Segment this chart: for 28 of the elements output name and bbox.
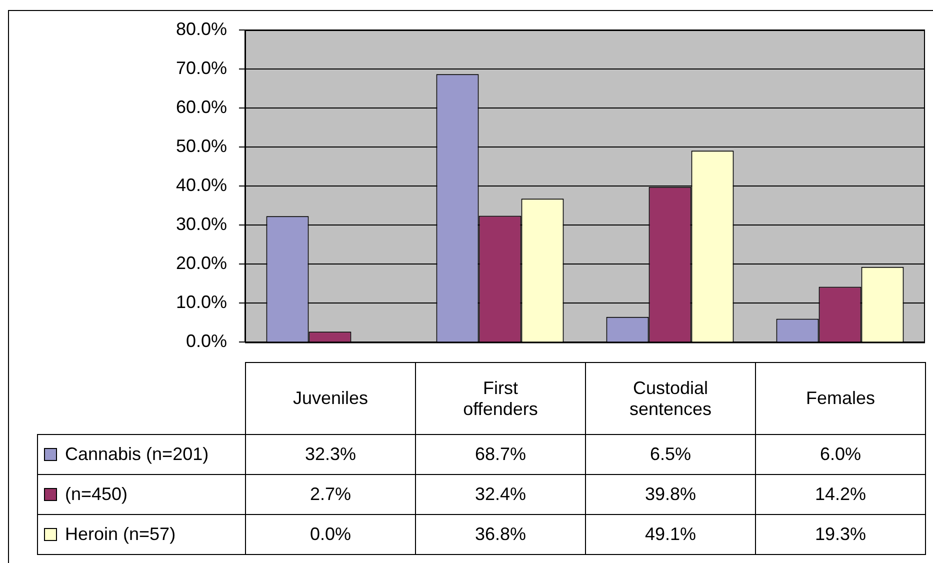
y-tick-label: 50.0% bbox=[176, 136, 227, 156]
legend-label: Heroin (n=57) bbox=[65, 524, 176, 545]
y-tick-label: 40.0% bbox=[176, 175, 227, 196]
data-label: 2.7% bbox=[245, 474, 416, 515]
y-tick-label: 80.0% bbox=[176, 18, 227, 39]
data-label: 19.3% bbox=[755, 514, 926, 555]
y-tick-label: 60.0% bbox=[176, 97, 227, 118]
x-tick-label: Females bbox=[755, 362, 926, 435]
legend-label: (n=450) bbox=[65, 484, 128, 505]
data-label: 49.1% bbox=[585, 514, 756, 555]
data-label: 14.2% bbox=[755, 474, 926, 515]
data-label: 0.0% bbox=[245, 514, 416, 555]
data-label: 6.5% bbox=[585, 434, 756, 475]
legend-label: Cannabis (n=201) bbox=[65, 444, 209, 465]
y-tick-label: 70.0% bbox=[176, 58, 227, 78]
data-label: 39.8% bbox=[585, 474, 756, 515]
y-tick-label: 10.0% bbox=[176, 292, 227, 312]
x-tick-label: Custodial sentences bbox=[585, 362, 756, 435]
y-tick-label: 0.0% bbox=[186, 331, 227, 352]
x-tick-label: Juveniles bbox=[245, 362, 416, 435]
y-tick-label: 20.0% bbox=[176, 253, 227, 274]
data-label: 36.8% bbox=[415, 514, 586, 555]
y-tick-label: 30.0% bbox=[176, 214, 227, 234]
data-label: 32.3% bbox=[245, 434, 416, 475]
data-label: 68.7% bbox=[415, 434, 586, 475]
data-label: 6.0% bbox=[755, 434, 926, 475]
x-tick-label: First offenders bbox=[415, 362, 586, 435]
data-label: 32.4% bbox=[415, 474, 586, 515]
